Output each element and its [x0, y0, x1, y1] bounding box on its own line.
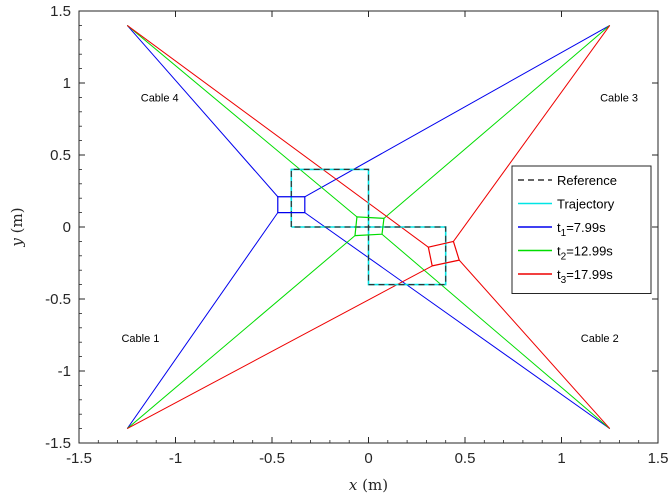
legend-entry-label: t2=12.99s — [557, 244, 613, 263]
cable-line — [458, 259, 611, 429]
cable-label: Cable 2 — [581, 333, 619, 345]
legend-entry-label: t1=7.99s — [557, 220, 606, 239]
cable-line — [453, 25, 611, 242]
legend-box — [511, 165, 652, 294]
y-axis-label: y (m) — [8, 207, 26, 247]
ticks-layer: -1.5 -1 -0.5 0 0.5 1 1.5 -1.5 -1 -0.5 0 0.5 1 1.5 — [45, 3, 668, 467]
cable-line — [126, 212, 279, 429]
cable-line — [126, 25, 358, 218]
legend: Reference Trajectory t1=7.99s t2=12.99s t3=1… — [511, 165, 652, 294]
cable-line — [304, 24, 610, 198]
y-tick-label: -1.5 — [45, 435, 71, 452]
x-tick-label: -0.5 — [259, 450, 285, 467]
y-tick-label: 1 — [63, 75, 71, 92]
x-axis-label: x (m) — [349, 476, 388, 494]
cable-label: Cable 4 — [141, 93, 179, 105]
cable-line — [126, 235, 356, 429]
y-tick-label: 0 — [63, 219, 71, 236]
platform-outline — [354, 216, 385, 237]
x-tick-label: 1.5 — [648, 450, 669, 467]
legend-entry-label: t3=17.99s — [557, 267, 613, 286]
x-tick-label: 0 — [364, 450, 372, 467]
y-tick-label: -0.5 — [45, 291, 71, 308]
cable-line — [304, 212, 611, 430]
cable-line — [381, 233, 611, 429]
cable-label: Cable 3 — [600, 93, 638, 105]
platform-outline — [277, 196, 306, 214]
y-tick-label: -1 — [58, 363, 71, 380]
cable-line — [126, 25, 279, 198]
x-tick-label: -1 — [169, 450, 182, 467]
cable-line — [383, 25, 611, 219]
legend-entry-label: Trajectory — [557, 197, 615, 212]
x-tick-label: -1.5 — [66, 450, 92, 467]
x-tick-label: 0.5 — [455, 450, 476, 467]
y-tick-label: 0.5 — [50, 147, 71, 164]
platform-outline — [427, 240, 460, 267]
cable-label: Cable 1 — [121, 333, 159, 345]
y-tick-label: 1.5 — [50, 3, 71, 20]
reference-path — [290, 168, 447, 286]
legend-entry-label: Reference — [557, 173, 617, 188]
platform-layer — [277, 196, 460, 267]
trajectory-layer — [290, 168, 447, 286]
x-tick-label: 1 — [557, 450, 565, 467]
cable-labels-layer: Cable 1 Cable 2 Cable 3 Cable 4 — [121, 93, 638, 345]
cable-line — [126, 24, 429, 248]
cable-line — [127, 265, 433, 430]
cable-lines-layer — [126, 24, 611, 430]
